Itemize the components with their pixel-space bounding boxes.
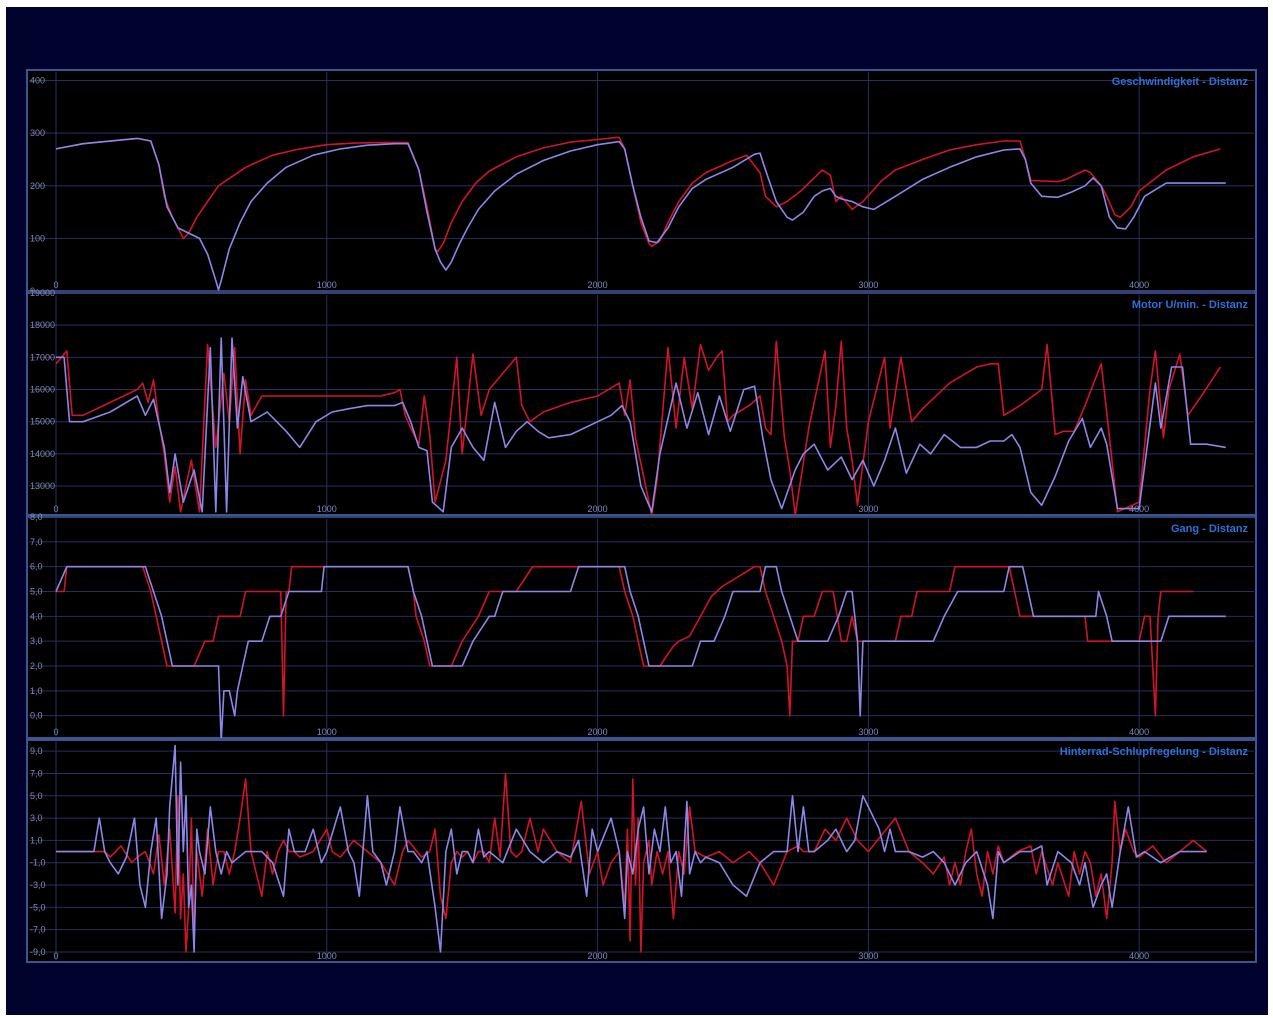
x-tick-label: 0 [53, 951, 58, 961]
x-tick-label: 3000 [858, 951, 878, 961]
series-blue-line [56, 744, 1207, 953]
y-tick-label: 14000 [30, 449, 55, 459]
y-tick-label: 300 [30, 128, 45, 138]
y-tick-label: 7,0 [30, 537, 43, 547]
y-tick-label: 0 [30, 286, 35, 296]
chart-panel-4: 9,0 7,0 5,0 3,0 1,0 -1,0 -3,0 -5,0 -7,0 -9,0 0 1000… [26, 739, 1257, 963]
x-tick-label: 1000 [317, 280, 337, 290]
y-tick-label: 15000 [30, 417, 55, 427]
x-tick-label: 0 [53, 280, 58, 290]
y-tick-label: -9,0 [30, 947, 46, 957]
chart-title: Geschwindigkeit - Distanz [1112, 76, 1249, 88]
y-tick-label: -3,0 [30, 880, 46, 890]
y-tick-label: 200 [30, 181, 45, 191]
y-tick-label: 400 [30, 76, 45, 86]
series-blue-line [55, 565, 1226, 738]
y-tick-label: 100 [30, 233, 45, 243]
x-tick-label: 2000 [588, 727, 608, 737]
y-tick-label: 0,0 [30, 711, 43, 721]
telemetry-frame: 0 100 200 300 400 0 1000 2000 3000 4000 Geschwindi… [6, 7, 1268, 1015]
chart-title: Gang - Distanz [1171, 523, 1249, 535]
x-tick-label: 4000 [1129, 951, 1149, 961]
plot-area [26, 516, 1257, 739]
series-red-line [56, 565, 1194, 717]
series-red-line [56, 772, 1208, 953]
chart-title: Motor U/min. - Distanz [1132, 299, 1249, 311]
y-tick-label: 1,0 [30, 835, 43, 845]
y-tick-label: 3,0 [30, 813, 43, 823]
plot-area [26, 69, 1257, 292]
y-tick-label: 1,0 [30, 686, 43, 696]
y-tick-label: 17000 [30, 352, 55, 362]
x-tick-label: 3000 [858, 280, 878, 290]
series-blue-line [56, 337, 1226, 513]
x-tick-label: 4000 [1129, 727, 1149, 737]
plot-area [26, 292, 1257, 516]
y-tick-label: 9,0 [30, 746, 43, 756]
x-tick-label: 4000 [1129, 280, 1149, 290]
x-tick-label: 1000 [317, 951, 337, 961]
y-tick-label: 18000 [30, 320, 55, 330]
x-tick-label: 2000 [588, 951, 608, 961]
x-tick-label: 0 [53, 504, 58, 514]
y-tick-label: 7,0 [30, 768, 43, 778]
chart-title: Hinterrad-Schlupfregelung - Distanz [1060, 746, 1249, 758]
series-red-line [55, 340, 1222, 515]
series-blue-line [55, 137, 1226, 291]
x-tick-label: 3000 [858, 727, 878, 737]
x-tick-label: 2000 [588, 504, 608, 514]
y-tick-label: -5,0 [30, 902, 46, 912]
y-tick-label: 5,0 [30, 586, 43, 596]
y-tick-label: 19000 [30, 288, 55, 298]
y-tick-label: 13000 [30, 481, 55, 491]
x-tick-label: 1000 [317, 504, 337, 514]
x-tick-label: 1000 [317, 727, 337, 737]
y-tick-label: 5,0 [30, 791, 43, 801]
y-tick-label: 3,0 [30, 636, 43, 646]
x-tick-label: 2000 [588, 280, 608, 290]
y-tick-label: 4,0 [30, 611, 43, 621]
y-tick-label: -7,0 [30, 925, 46, 935]
series-group [55, 337, 1226, 515]
y-tick-label: 6,0 [30, 562, 43, 572]
series-group [56, 744, 1208, 953]
x-tick-label: 0 [53, 727, 58, 737]
series-group [55, 565, 1226, 738]
chart-panel-3: 0,0 1,0 2,0 3,0 4,0 5,0 6,0 7,0 8,0 0 1000 2000 3000… [26, 512, 1257, 739]
y-tick-label: 2,0 [30, 661, 43, 671]
y-tick-label: 16000 [30, 385, 55, 395]
series-group [55, 136, 1226, 291]
x-tick-label: 3000 [858, 504, 878, 514]
y-tick-label: 8,0 [30, 512, 43, 522]
y-tick-label: -1,0 [30, 858, 46, 868]
